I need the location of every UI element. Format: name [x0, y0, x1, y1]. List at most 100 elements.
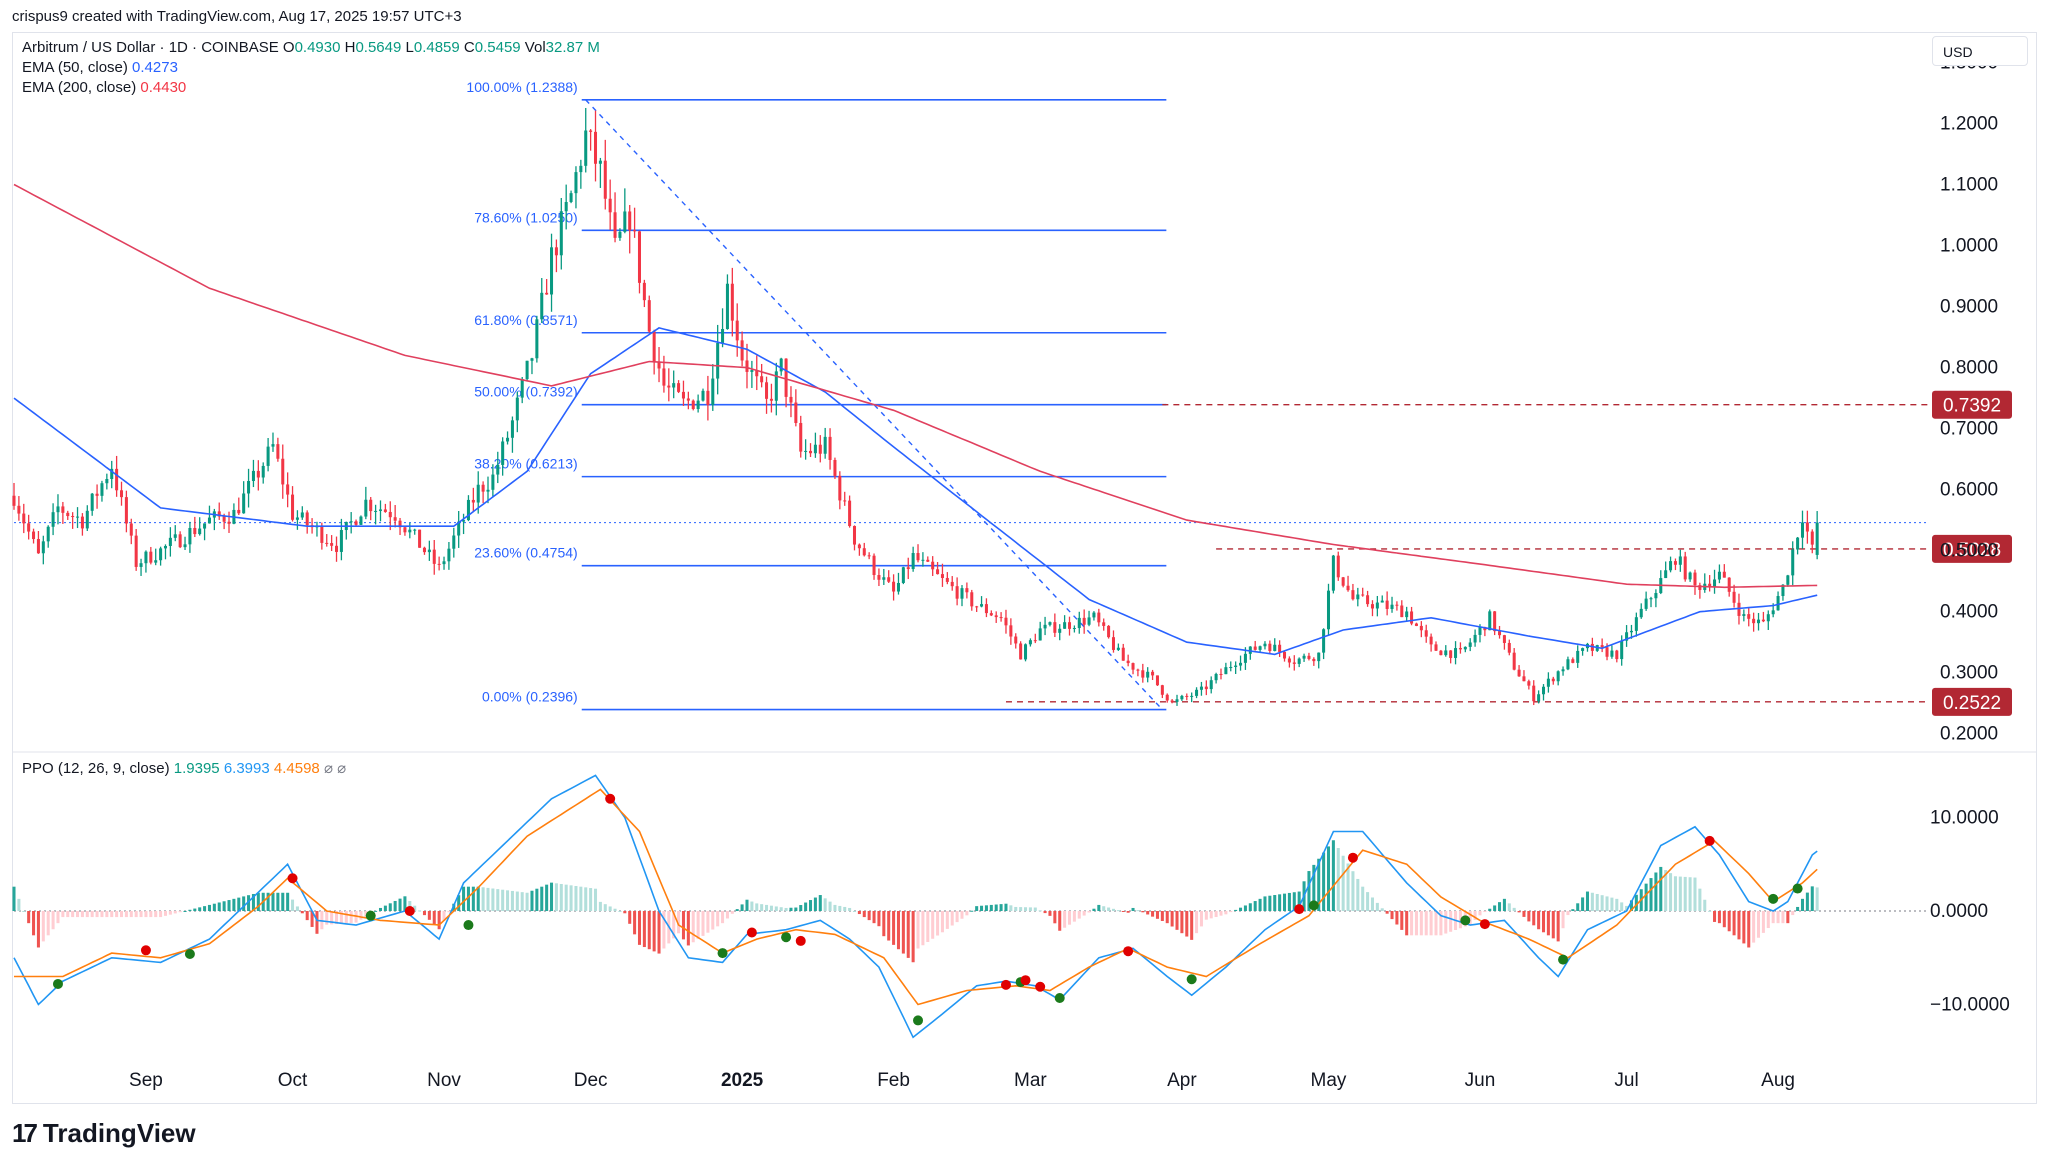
ppo-histogram-bar — [168, 911, 172, 915]
ppo-histogram-bar — [115, 911, 119, 918]
candle-body — [1424, 630, 1428, 637]
time-tick-label: 2025 — [721, 1070, 764, 1091]
candle-body — [618, 231, 622, 238]
candle-body — [1605, 647, 1609, 657]
ppo-histogram-bar — [193, 908, 197, 911]
candle-body — [178, 534, 182, 548]
candle-body — [1483, 627, 1487, 631]
ppo-histogram-bar — [1625, 905, 1629, 911]
candle-body — [1625, 632, 1629, 641]
ppo-histogram-bar — [823, 898, 827, 911]
ppo-histogram-bar — [1444, 911, 1448, 934]
candle-body — [545, 292, 549, 295]
ppo-histogram-bar — [506, 890, 510, 911]
candle-body — [1370, 604, 1374, 609]
candle-body — [1796, 537, 1800, 550]
candle-body — [1419, 625, 1423, 631]
candle-body — [1322, 629, 1326, 653]
ppo-histogram-bar — [892, 911, 896, 945]
candle-body — [955, 586, 959, 599]
ppo-histogram-bar — [1341, 855, 1345, 911]
ppo-histogram-bar — [1502, 898, 1506, 911]
bearish-cross-marker — [1035, 981, 1046, 992]
candle-body — [168, 537, 172, 546]
fib-level-label: 38.20% (0.6213) — [474, 456, 578, 472]
candle-body — [652, 331, 656, 363]
ppo-histogram-bar — [1116, 910, 1120, 912]
ppo-histogram-bar — [442, 911, 446, 921]
ppo-histogram-bar — [945, 911, 949, 929]
ppo-histogram-bar — [310, 911, 314, 927]
ppo-histogram-bar — [325, 911, 329, 925]
ppo-histogram-bar — [276, 892, 280, 911]
ppo-histogram-bar — [1732, 911, 1736, 936]
candle-body — [1287, 658, 1291, 663]
ppo-histogram-bar — [857, 911, 861, 915]
candle-body — [779, 358, 783, 372]
candle-body — [1141, 670, 1145, 678]
candle-body — [1273, 644, 1277, 651]
ppo-histogram-bar — [1072, 911, 1076, 922]
ppo-histogram-bar — [1009, 905, 1013, 911]
candle-body — [383, 509, 387, 512]
ppo-histogram-bar — [960, 911, 964, 919]
currency-selector[interactable]: USD — [1932, 36, 2028, 66]
candle-body — [774, 371, 778, 401]
ppo-histogram-bar — [1141, 911, 1145, 913]
ppo-histogram-bar — [862, 911, 866, 918]
bullish-cross-marker — [184, 949, 195, 960]
candle-body — [794, 402, 798, 423]
ppo-title[interactable]: PPO (12, 26, 9, close) — [22, 760, 170, 777]
ppo-histogram-bar — [437, 911, 441, 930]
ppo-histogram-bar — [1243, 905, 1247, 911]
ppo-histogram-bar — [901, 911, 905, 954]
fib-level-label: 61.80% (0.8571) — [474, 312, 578, 328]
candle-body — [1693, 572, 1697, 586]
ppo-histogram-bar — [1757, 911, 1761, 938]
ema200-label[interactable]: EMA (200, close) — [22, 79, 137, 96]
ppo-histogram-bar — [940, 911, 944, 933]
symbol-title[interactable]: Arbitrum / US Dollar · 1D · COINBASE — [22, 39, 279, 56]
ppo-histogram-bar — [921, 911, 925, 946]
ppo-histogram-bar — [769, 905, 773, 911]
ppo-histogram-bar — [760, 904, 764, 911]
candle-body — [320, 526, 324, 543]
ppo-histogram-bar — [100, 911, 104, 918]
candle-body — [1243, 653, 1247, 663]
bullish-cross-marker — [1558, 954, 1569, 965]
candle-body — [188, 527, 192, 545]
fib-level-label: 100.00% (1.2388) — [466, 79, 577, 95]
ppo-histogram-bar — [818, 895, 822, 911]
ppo-histogram-bar — [1102, 906, 1106, 911]
ema50-label[interactable]: EMA (50, close) — [22, 59, 128, 76]
ppo-histogram-bar — [1107, 907, 1111, 911]
candle-body — [335, 545, 339, 552]
candle-body — [1722, 571, 1726, 578]
ppo-histogram-bar — [1634, 894, 1638, 911]
candle-body — [852, 526, 857, 545]
candle-body — [203, 523, 207, 529]
tradingview-logo[interactable]: 17 TradingView — [12, 1118, 196, 1149]
candle-body — [295, 517, 299, 520]
candle-body — [237, 509, 241, 514]
candle-body — [750, 370, 754, 372]
ppo-histogram-bar — [828, 901, 832, 911]
candle-body — [984, 604, 988, 614]
candle-body — [1121, 647, 1125, 661]
ppo-histogram-bar — [447, 911, 451, 913]
ppo-histogram-bar — [1043, 911, 1047, 914]
candle-body — [1732, 591, 1736, 603]
ppo-histogram-bar — [1048, 911, 1052, 916]
ppo-histogram-bar — [1449, 911, 1453, 932]
ppo-histogram-bar — [1424, 911, 1428, 936]
candle-body — [1429, 636, 1433, 645]
ppo-histogram-bar — [535, 888, 539, 911]
candle-body — [1136, 669, 1140, 671]
ppo-histogram-bar — [481, 887, 485, 911]
candle-body — [945, 577, 949, 582]
bullish-cross-marker — [1308, 900, 1319, 911]
ppo-histogram-bar — [1234, 909, 1238, 911]
candle-body — [911, 553, 915, 570]
ppo-histogram-bar — [637, 911, 641, 945]
